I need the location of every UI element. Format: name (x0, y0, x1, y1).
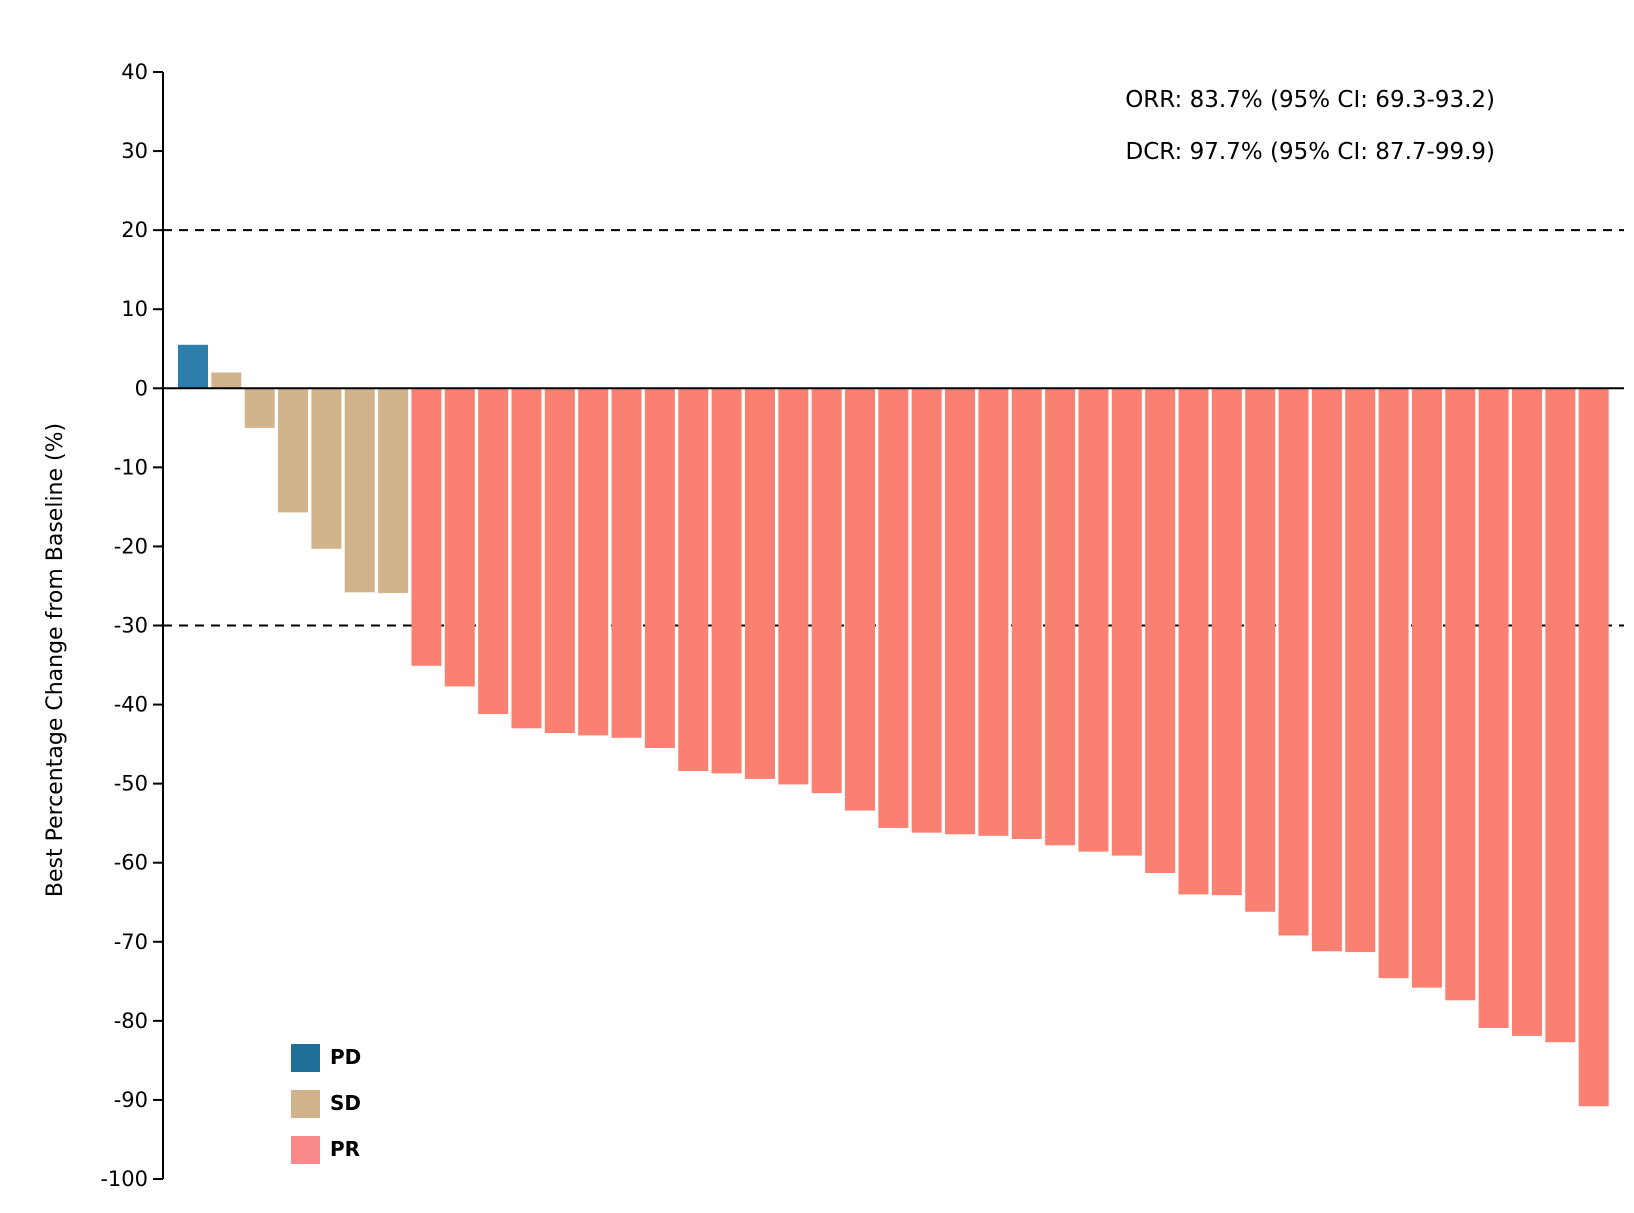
bar-sd (244, 388, 275, 428)
bar-pr (1311, 388, 1342, 952)
bar-pr (544, 388, 575, 734)
bar-pr (411, 388, 442, 666)
bar-sd (344, 388, 375, 593)
y-tick-label: -30 (114, 614, 148, 638)
legend-label-pd: PD (330, 1045, 361, 1069)
bar-pr (1378, 388, 1409, 979)
bar-pr (578, 388, 609, 736)
bar-pd (178, 344, 208, 389)
bar-pr (1445, 388, 1476, 1001)
y-tick-label: 40 (121, 60, 148, 84)
y-tick-label: -40 (114, 693, 148, 717)
bar-pr (1011, 388, 1042, 839)
legend-swatch-pr (291, 1136, 320, 1164)
bar-pr (1478, 388, 1509, 1028)
bar-pr (878, 388, 909, 828)
bar-pr (511, 388, 542, 729)
y-tick-label: -70 (114, 930, 148, 954)
y-tick-label: -100 (100, 1167, 148, 1191)
bar-pr (911, 388, 942, 833)
legend-label-sd: SD (330, 1091, 361, 1115)
bar-sd (378, 388, 409, 594)
bar-pr (1111, 388, 1142, 856)
orr-annotation: ORR: 83.7% (95% CI: 69.3-93.2) (1125, 87, 1495, 113)
legend-swatch-pd (291, 1044, 320, 1072)
bar-pr (611, 388, 642, 738)
bar-sd (311, 388, 342, 549)
dcr-annotation: DCR: 97.7% (95% CI: 87.7-99.9) (1126, 139, 1495, 165)
bar-pr (478, 388, 509, 715)
bar-pr (1045, 388, 1076, 846)
bar-pr (1578, 388, 1609, 1107)
y-tick-label: 20 (121, 218, 148, 242)
y-tick-label: 0 (135, 376, 148, 400)
legend: PD SD PR (291, 1044, 361, 1164)
bar-pr (644, 388, 675, 749)
bar-pr (1545, 388, 1576, 1043)
bar-pr (1411, 388, 1442, 988)
y-tick-label: -50 (114, 772, 148, 796)
y-tick-label: 10 (121, 297, 148, 321)
bar-pr (945, 388, 976, 835)
bar-sd (211, 372, 242, 389)
bar-pr (744, 388, 775, 779)
bar-pr (1278, 388, 1309, 936)
y-tick-label: -60 (114, 851, 148, 875)
bar-pr (1078, 388, 1109, 852)
y-tick-label: -20 (114, 534, 148, 558)
bar-pr (978, 388, 1009, 836)
bar-pr (778, 388, 809, 785)
bar-pr (1345, 388, 1376, 953)
bar-pr (845, 388, 875, 811)
bar-pr (711, 388, 742, 774)
y-tick-label: -90 (114, 1088, 148, 1112)
legend-swatch-sd (291, 1090, 320, 1118)
bar-pr (811, 388, 842, 794)
bar-pr (678, 388, 709, 771)
bar-pr (444, 388, 475, 687)
y-tick-label: 30 (121, 139, 148, 163)
bar-sd (278, 388, 309, 513)
y-axis-ticks: 40 30 20 10 0 -10 -20 -30 -40 -50 -60 -70 -80 -90 -100 (100, 60, 163, 1191)
bars (178, 344, 1609, 1107)
bar-pr (1245, 388, 1276, 912)
bar-pr (1211, 388, 1242, 896)
y-tick-label: -80 (114, 1009, 148, 1033)
bar-pr (1512, 388, 1542, 1036)
y-tick-label: -10 (114, 455, 148, 479)
legend-label-pr: PR (330, 1137, 360, 1161)
y-axis-title: Best Percentage Change from Baseline (%) (43, 423, 68, 897)
bar-pr (1145, 388, 1176, 873)
bar-pr (1178, 388, 1209, 895)
